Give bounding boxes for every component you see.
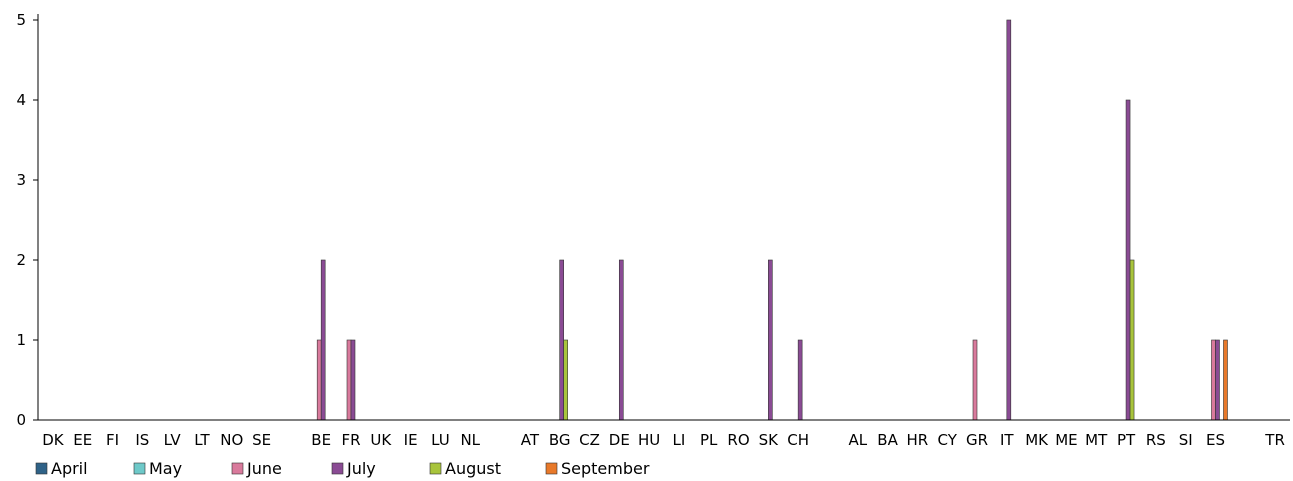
legend-label-june: June bbox=[246, 459, 282, 478]
bar-july-pt bbox=[1125, 99, 1131, 421]
x-tick-label: LI bbox=[673, 431, 686, 449]
x-tick-label: DK bbox=[42, 431, 65, 449]
x-tick-label: PT bbox=[1117, 431, 1136, 449]
bar-september-es bbox=[1223, 339, 1228, 421]
x-tick-label: DE bbox=[609, 431, 630, 449]
bar-july-sk bbox=[768, 259, 773, 421]
x-tick-label: MT bbox=[1085, 431, 1108, 449]
x-axis: DK EE FI IS LV LT NO SE BE FR UK IE LU NL AT BG CZ DE HU LI… bbox=[38, 419, 1290, 449]
bar-july-ch bbox=[797, 339, 803, 421]
bar-june-gr bbox=[972, 339, 978, 421]
y-tick-label: 3 bbox=[16, 171, 26, 189]
legend-swatch-august bbox=[429, 462, 442, 475]
x-tick-label: EE bbox=[73, 431, 92, 449]
y-tick-label: 0 bbox=[16, 411, 26, 429]
x-tick-label: LV bbox=[164, 431, 182, 449]
x-tick-label: PL bbox=[700, 431, 718, 449]
legend-swatch-september bbox=[545, 462, 558, 475]
legend-swatch-april bbox=[35, 462, 48, 475]
y-tick-label: 1 bbox=[16, 331, 26, 349]
bar-july-bg bbox=[559, 259, 564, 421]
x-tick-label: SK bbox=[759, 431, 780, 449]
plot-area bbox=[316, 19, 1228, 421]
x-tick-label: MK bbox=[1025, 431, 1049, 449]
x-tick-label: IT bbox=[1000, 431, 1014, 449]
legend-label-july: July bbox=[346, 459, 376, 478]
bar-july-de bbox=[618, 259, 624, 421]
x-tick-label: FR bbox=[341, 431, 360, 449]
x-tick-label: RS bbox=[1146, 431, 1166, 449]
y-tick-label: 4 bbox=[16, 91, 26, 109]
x-tick-label: AT bbox=[521, 431, 540, 449]
bar-august-pt bbox=[1129, 259, 1135, 421]
x-tick-label: BG bbox=[549, 431, 571, 449]
x-tick-label: GR bbox=[966, 431, 988, 449]
legend-label-may: May bbox=[149, 459, 182, 478]
bar-july-be bbox=[320, 259, 326, 421]
x-tick-label: NL bbox=[460, 431, 480, 449]
x-tick-label: AL bbox=[848, 431, 867, 449]
x-tick-label: ES bbox=[1206, 431, 1225, 449]
x-tick-label: ME bbox=[1055, 431, 1077, 449]
bar-june-be bbox=[316, 339, 322, 421]
x-tick-label: CZ bbox=[579, 431, 600, 449]
x-tick-label: UK bbox=[370, 431, 392, 449]
legend-swatch-may bbox=[133, 462, 146, 475]
x-tick-label: IS bbox=[135, 431, 149, 449]
bar-july-it bbox=[1006, 19, 1012, 421]
x-tick-label: NO bbox=[220, 431, 243, 449]
x-tick-label: BA bbox=[877, 431, 898, 449]
x-tick-label: CH bbox=[787, 431, 809, 449]
y-tick-label: 5 bbox=[16, 11, 26, 29]
x-tick-label: CY bbox=[938, 431, 958, 449]
bar-june-fr bbox=[346, 339, 352, 421]
legend-swatch-june bbox=[231, 462, 244, 475]
x-tick-label: TR bbox=[1264, 431, 1285, 449]
x-tick-label: HR bbox=[907, 431, 929, 449]
x-tick-label: FI bbox=[106, 431, 119, 449]
x-tick-label: IE bbox=[404, 431, 418, 449]
legend-label-august: August bbox=[445, 459, 501, 478]
x-tick-label: BE bbox=[311, 431, 331, 449]
bar-july-fr bbox=[350, 339, 356, 421]
x-tick-label: SE bbox=[252, 431, 271, 449]
legend-swatch-july bbox=[331, 462, 344, 475]
legend-label-september: September bbox=[561, 459, 650, 478]
x-tick-label: LT bbox=[194, 431, 210, 449]
x-tick-label: SI bbox=[1179, 431, 1193, 449]
y-axis: 0 1 2 3 4 5 bbox=[16, 11, 39, 429]
x-tick-label: LU bbox=[431, 431, 450, 449]
x-tick-label: HU bbox=[638, 431, 660, 449]
legend: April May June July August September bbox=[35, 459, 650, 478]
y-tick-label: 2 bbox=[16, 251, 26, 269]
bar-july-es bbox=[1215, 339, 1220, 421]
bar-august-bg bbox=[563, 339, 568, 421]
bar-june-es bbox=[1211, 339, 1216, 421]
x-tick-label: RO bbox=[727, 431, 749, 449]
legend-label-april: April bbox=[51, 459, 88, 478]
